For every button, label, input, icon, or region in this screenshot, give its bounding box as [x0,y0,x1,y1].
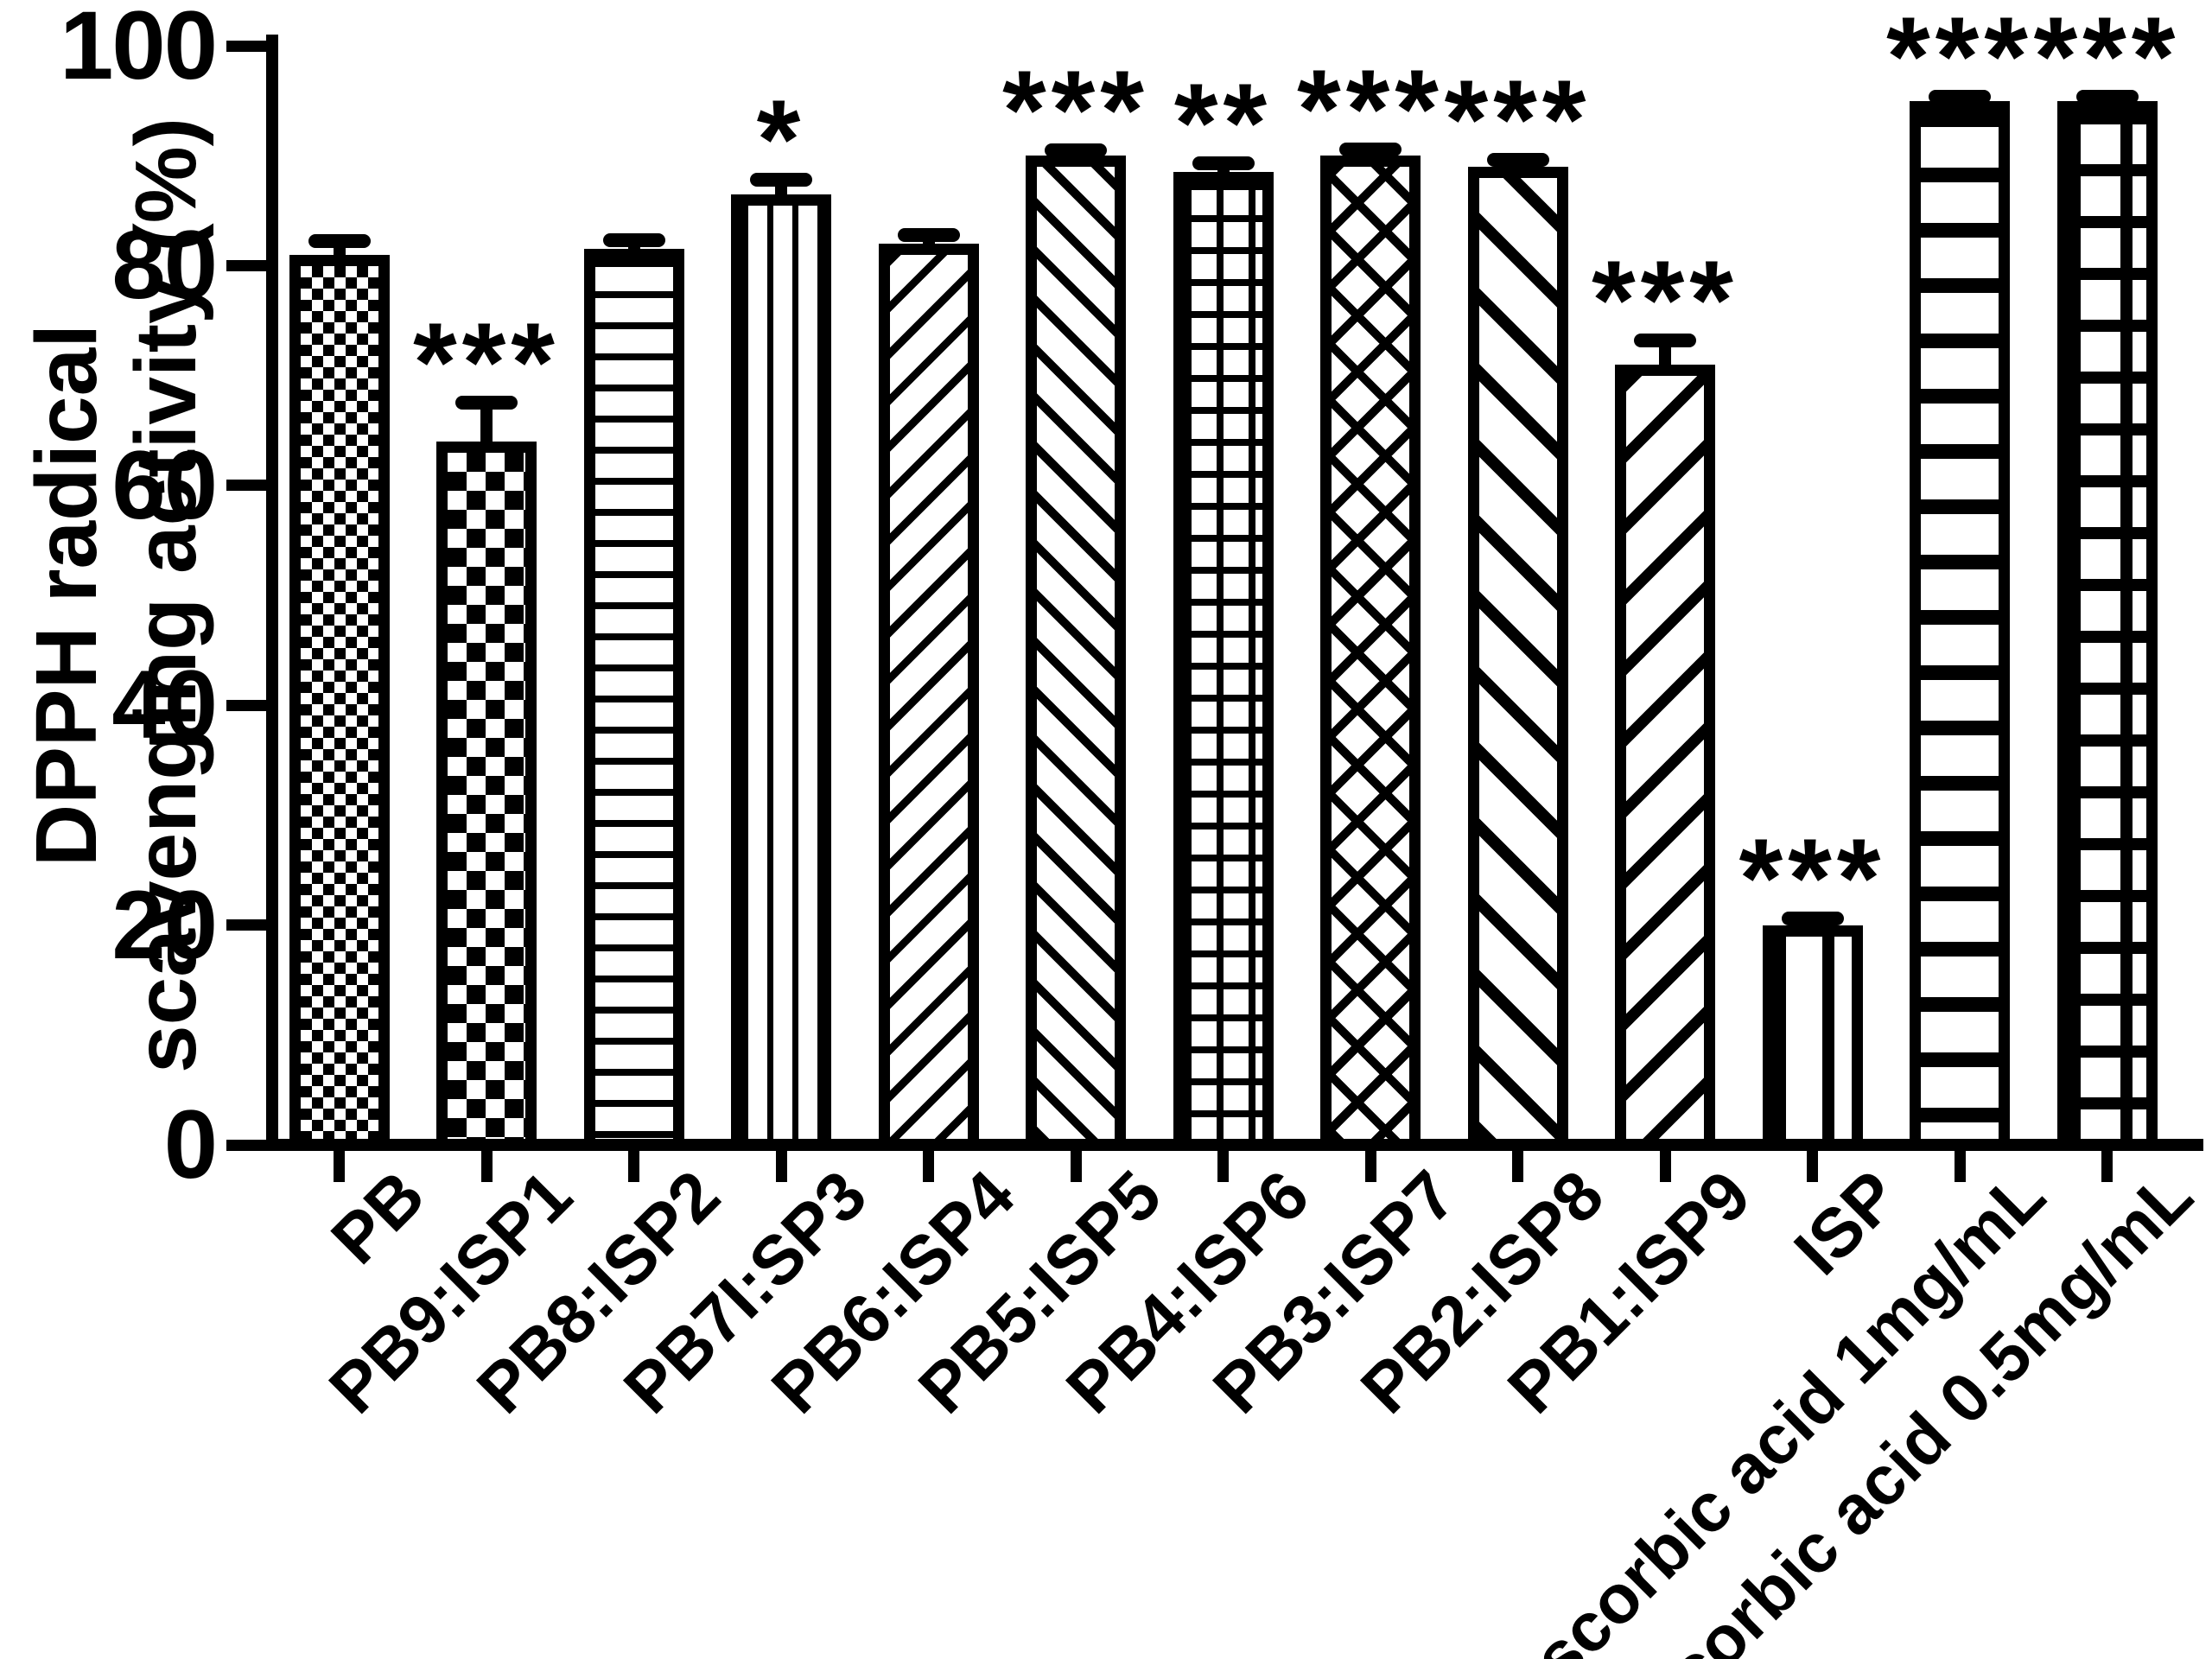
error-bar-cap [455,396,518,410]
error-bar-cap [1929,89,1991,104]
y-tick-label: 20 [111,870,218,979]
significance-marker: *** [413,299,560,426]
bar [436,441,537,1150]
y-axis-line [266,35,278,1151]
significance-marker: *** [1592,236,1738,363]
bar [289,254,390,1150]
y-axis-title-line1: DPPH radical [18,323,115,868]
y-tick [226,40,266,52]
bar [1173,172,1274,1150]
y-tick-label: 100 [60,0,218,99]
significance-marker: *** [1886,0,2033,119]
error-bar-cap [1781,911,1844,925]
x-tick [1512,1151,1523,1182]
bar [1320,156,1421,1150]
y-tick [226,1139,266,1151]
y-axis-title-line2: scavenging activity (%) [118,118,214,1073]
x-tick [334,1151,345,1182]
x-tick [1364,1151,1376,1182]
error-bar-cap [308,234,371,249]
error-bar-cap [1192,156,1255,171]
error-bar-cap [750,173,812,188]
x-tick [923,1151,934,1182]
significance-marker: *** [1002,46,1149,173]
error-bar-cap [602,233,665,248]
significance-marker: ** [1173,60,1273,187]
x-tick [1659,1151,1671,1182]
x-tick [1807,1151,1818,1182]
y-tick [226,480,266,492]
bar [1762,925,1863,1150]
bar [731,194,831,1150]
error-bar-cap [2075,89,2139,104]
error-bar-cap [1339,142,1402,156]
error-bar-cap [1045,143,1107,157]
error-bar-cap [1634,333,1696,347]
significance-marker: *** [2033,0,2181,119]
y-tick-label: 60 [111,430,218,539]
y-tick [226,259,266,271]
significance-marker: *** [1297,45,1444,172]
x-tick [1217,1151,1229,1182]
bar [583,249,684,1150]
bar [1467,166,1568,1150]
x-tick [775,1151,787,1182]
x-tick [628,1151,639,1182]
x-tick [2101,1151,2113,1182]
bar [2056,100,2158,1150]
bar [1026,156,1126,1150]
y-tick [226,699,266,711]
y-tick-label: 0 [163,1090,218,1198]
x-tick [480,1151,493,1182]
bar [878,243,979,1150]
x-tick [1070,1151,1082,1182]
significance-marker: *** [1444,56,1592,183]
y-tick [226,919,266,931]
error-bar-cap [897,227,960,242]
error-bar-cap [1486,153,1549,168]
bar [1910,100,2010,1150]
y-tick-label: 80 [111,211,218,320]
y-axis-title: DPPH radical scavenging activity (%) [17,42,216,1148]
x-tick [1954,1151,1966,1182]
y-tick-label: 40 [111,651,218,760]
bar [1615,364,1715,1150]
significance-marker: * [756,76,806,203]
significance-marker: *** [1738,814,1886,941]
